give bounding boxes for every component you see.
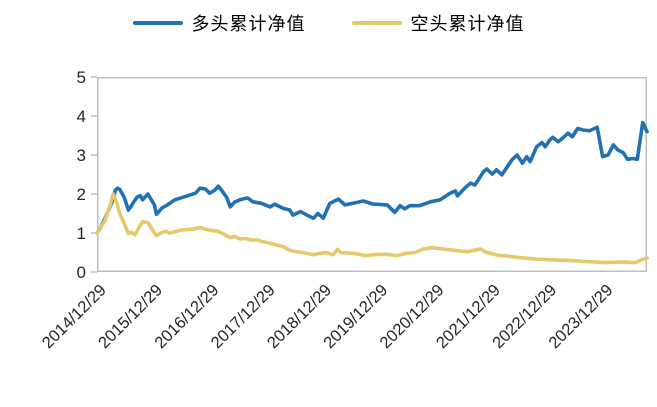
series-line-long: [95, 120, 649, 235]
y-axis-label: 2: [77, 185, 86, 204]
series-line-short: [95, 192, 649, 265]
y-axis-label: 5: [77, 68, 86, 87]
legend-item-short: 空头累计净值: [351, 10, 525, 36]
legend-label: 空头累计净值: [410, 14, 525, 35]
y-axis-label: 3: [77, 146, 86, 165]
chart-legend: 多头累计净值 空头累计净值: [0, 8, 657, 38]
legend-label: 多头累计净值: [191, 14, 306, 35]
y-axis-label: 0: [77, 263, 86, 282]
legend-line-swatch: [351, 21, 402, 25]
y-axis-label: 1: [77, 224, 86, 243]
y-axis-label: 4: [77, 107, 86, 126]
legend-item-long: 多头累计净值: [132, 10, 306, 36]
plot-border: [97, 77, 647, 272]
legend-line-swatch: [132, 21, 183, 25]
